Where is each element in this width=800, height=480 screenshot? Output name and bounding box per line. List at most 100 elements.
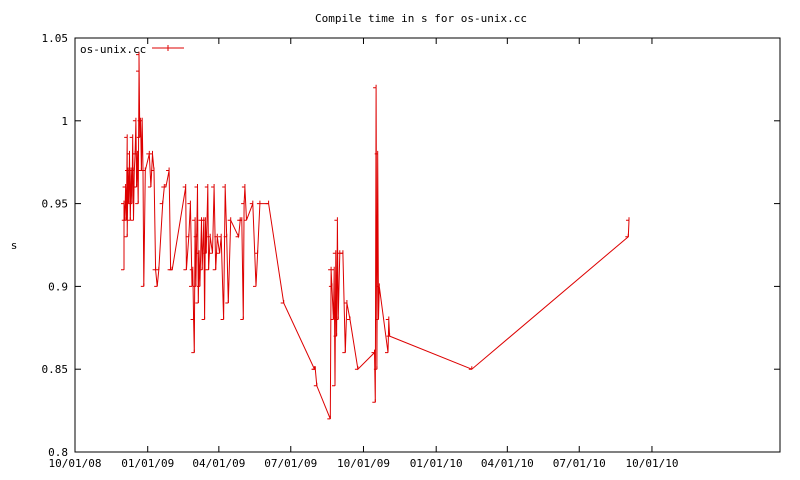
data-point [342,349,346,354]
y-axis-label: s [11,239,18,252]
data-point [373,84,377,89]
chart-title: Compile time in s for os-unix.cc [315,12,527,25]
x-axis-ticks: 10/01/08 01/01/09 04/01/09 07/01/09 10/01/09… [49,38,678,470]
y-tick-label: 0.8 [48,446,68,459]
data-point [241,184,246,188]
data-point [330,316,334,320]
x-tick-label: 04/01/09 [192,457,245,470]
data-point [371,349,375,354]
data-point [328,283,333,287]
data-point [149,150,153,155]
data-point [151,167,155,171]
data-point [327,415,331,420]
legend: os-unix.cc [80,43,184,56]
data-point [199,266,203,271]
data-point [227,217,232,221]
data-point [312,366,316,370]
data-point [123,217,127,221]
data-point [195,300,199,304]
data-point [339,250,344,254]
data-point [256,200,261,205]
x-tick-label: 10/01/10 [625,457,678,470]
data-point [159,200,164,205]
data-point [207,233,211,238]
data-point [376,283,380,287]
data-point [192,217,196,221]
data-point [243,217,247,221]
data-point [142,167,146,171]
data-point [187,200,191,205]
y-tick-label: 0.85 [42,363,69,376]
data-point [375,316,379,320]
data-point [201,316,206,320]
legend-marker [165,45,171,51]
data-point [169,266,173,271]
data-point [222,184,226,188]
data-point [152,266,157,271]
data-point [133,184,138,188]
data-point [313,382,318,387]
data-point [139,117,143,122]
data-point [373,366,378,370]
data-point [280,300,285,304]
legend-label: os-unix.cc [80,43,146,56]
data-point [128,167,132,171]
data-point [125,200,130,205]
data-point [140,283,145,287]
data-point [135,200,139,205]
data-point [214,233,218,238]
data-point [212,266,217,271]
data-point [332,250,337,254]
data-point [374,150,379,155]
x-tick-label: 04/01/10 [481,457,534,470]
data-point [468,366,473,370]
data-point [332,382,336,387]
data-point [154,283,158,287]
y-tick-label: 1 [61,115,68,128]
data-point [146,150,150,155]
y-tick-label: 0.95 [42,198,69,211]
data-point [196,283,201,287]
x-tick-label: 07/01/09 [264,457,317,470]
data-point [132,117,137,122]
data-point [347,316,351,320]
data-point [331,266,335,271]
data-point [190,316,195,320]
plot-frame [74,37,781,453]
data-point [129,134,134,138]
data-point [238,217,243,221]
data-point [194,184,198,188]
data-point [155,266,160,271]
data-point [193,233,198,238]
legend-point-marker [165,45,171,51]
y-tick-label: 1.05 [42,32,69,45]
data-point [203,250,207,254]
data-point [182,184,187,188]
x-tick-label: 07/01/10 [553,457,606,470]
x-tick-label: 01/01/09 [121,457,174,470]
data-point [126,150,130,155]
data-point [223,233,228,238]
data-point [211,184,215,188]
data-point [385,316,390,320]
data-point [626,217,630,221]
data-point [166,167,170,171]
data-point [334,217,338,221]
data-point [121,266,125,271]
y-axis-ticks: 0.8 0.85 0.9 0.95 1 1.05 [42,32,780,459]
data-point [333,333,338,337]
data-point [625,233,629,238]
data-point [240,316,244,320]
data-point [253,283,257,287]
data-point [216,250,221,254]
data-point [191,349,195,354]
data-point [147,184,152,188]
data-point [254,250,259,254]
x-tick-label: 10/01/08 [49,457,102,470]
data-point [121,200,125,205]
data-point [189,266,194,271]
data-point [122,184,127,188]
x-tick-label: 10/01/09 [337,457,390,470]
data-point [125,167,129,171]
